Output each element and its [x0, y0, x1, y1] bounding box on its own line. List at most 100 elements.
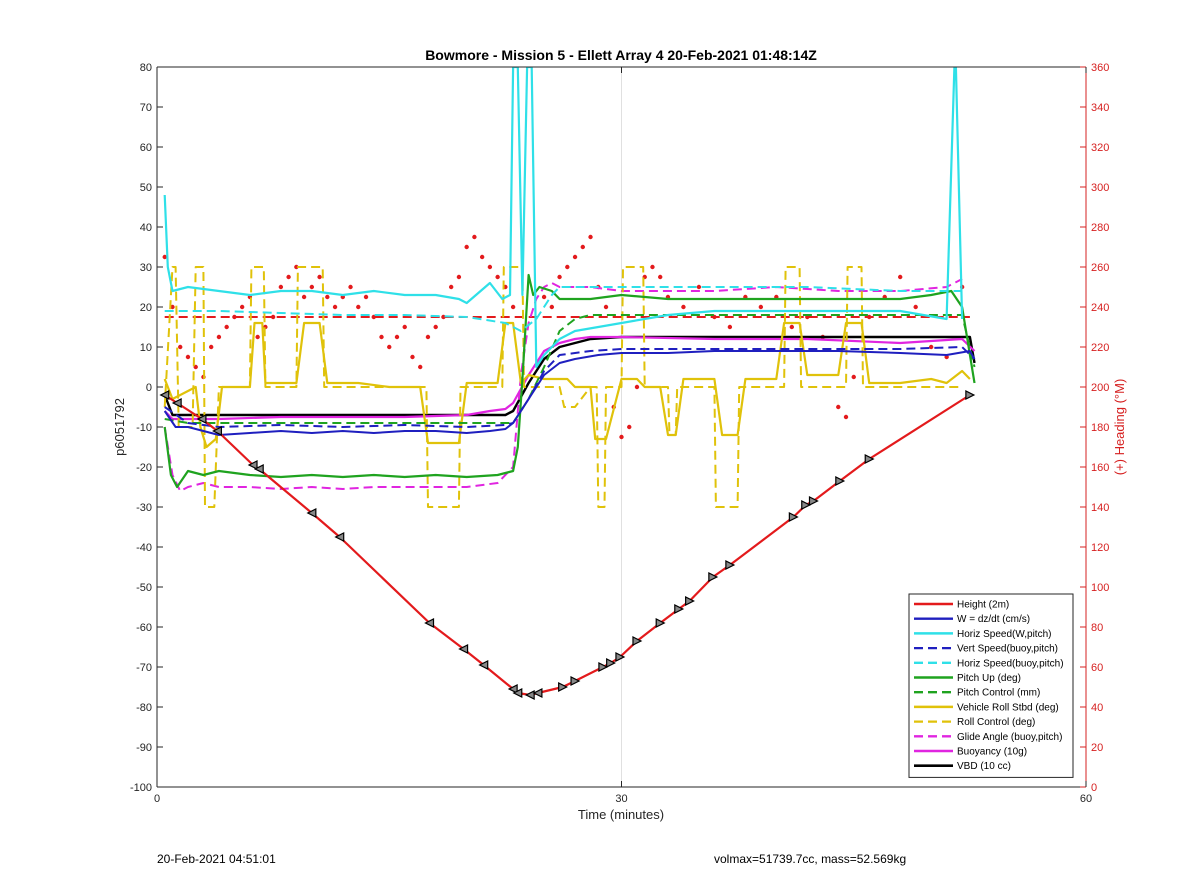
- height-marker: [965, 390, 976, 400]
- height-marker: [708, 572, 719, 582]
- heading-point: [387, 344, 392, 350]
- y-right-tick-label: 320: [1091, 142, 1109, 154]
- legend-box: [908, 593, 1074, 778]
- heading-point: [565, 264, 570, 270]
- heading-point: [681, 304, 686, 310]
- heading-point: [727, 324, 733, 330]
- y-axis-label: p6051792: [112, 398, 127, 456]
- heading-point: [510, 304, 516, 310]
- height-marker: [835, 476, 846, 486]
- heading-point: [317, 274, 322, 280]
- heading-point: [239, 304, 245, 310]
- y-tick-label: -60: [136, 622, 152, 634]
- height-marker: [801, 500, 812, 510]
- heading-point: [348, 284, 353, 290]
- y-right-tick-label: 20: [1091, 742, 1103, 754]
- heading-point: [410, 354, 415, 360]
- height-marker: [478, 660, 489, 670]
- height-marker: [424, 618, 435, 628]
- height-marker: [171, 398, 182, 408]
- heading-point: [627, 424, 632, 430]
- heading-point: [278, 284, 284, 290]
- y-tick-label: -80: [136, 702, 152, 714]
- height-marker: [532, 688, 543, 698]
- heading-point: [588, 234, 593, 240]
- y-tick-label: 20: [140, 302, 152, 314]
- y-right-tick-label: 100: [1091, 582, 1109, 594]
- y-tick-label: 70: [140, 102, 152, 114]
- y-tick-label: -30: [136, 502, 152, 514]
- height-marker: [458, 644, 469, 654]
- legend-label: Buoyancy (10g): [957, 747, 1027, 758]
- y-right-tick-label: 180: [1091, 422, 1109, 434]
- heading-point: [433, 324, 438, 330]
- legend-label: Horiz Speed(W,pitch): [957, 629, 1051, 640]
- y-right-tick-label: 240: [1091, 302, 1109, 314]
- heading-point: [170, 304, 175, 310]
- x-tick-label: 60: [1080, 793, 1092, 805]
- x-tick-label: 0: [154, 793, 160, 805]
- y-tick-label: 40: [140, 222, 152, 234]
- heading-point: [162, 254, 167, 260]
- height-marker: [655, 618, 666, 628]
- heading-point: [619, 434, 624, 440]
- height-marker: [212, 426, 222, 436]
- y-right-tick-label: 160: [1091, 462, 1109, 474]
- y-right-tick-label: 120: [1091, 542, 1109, 554]
- heading-point: [363, 294, 369, 300]
- heading-point: [286, 274, 291, 280]
- height-marker: [685, 596, 695, 606]
- heading-point: [836, 404, 841, 410]
- series-horiz-speed-buoy-pitch-: [164, 286, 963, 332]
- y-right-tick-label: 220: [1091, 342, 1109, 354]
- height-marker: [788, 512, 799, 522]
- heading-point: [843, 414, 849, 420]
- height-marker: [632, 636, 643, 646]
- y-tick-label: -70: [136, 662, 152, 674]
- heading-point: [232, 314, 237, 320]
- heading-point: [487, 264, 493, 270]
- height-marker: [808, 496, 819, 506]
- y-tick-label: 50: [140, 182, 152, 194]
- heading-point: [928, 344, 934, 350]
- legend-label: Vehicle Roll Stbd (deg): [957, 702, 1059, 713]
- height-marker: [512, 688, 523, 698]
- y-tick-label: 80: [140, 62, 152, 74]
- height-marker: [306, 508, 317, 518]
- heading-point: [658, 274, 663, 280]
- y-right-tick-label: 260: [1091, 262, 1109, 274]
- heading-point: [541, 294, 547, 300]
- heading-point: [898, 274, 903, 280]
- y-axis-right-label: (+) Heading (°M): [1112, 379, 1127, 476]
- heading-point: [913, 304, 918, 310]
- heading-point: [356, 304, 361, 310]
- y-tick-label: -10: [136, 422, 152, 434]
- legend-label: Height (2m): [957, 600, 1009, 611]
- series-roll-control-deg-: [163, 266, 963, 508]
- heading-point: [332, 304, 338, 310]
- y-right-tick-label: 140: [1091, 502, 1109, 514]
- heading-point: [603, 304, 609, 310]
- heading-point: [418, 364, 423, 370]
- height-marker: [558, 682, 569, 692]
- heading-point: [456, 274, 462, 280]
- legend-label: Vert Speed(buoy,pitch): [957, 644, 1058, 655]
- heading-point: [301, 294, 307, 300]
- y-right-tick-label: 360: [1091, 62, 1109, 74]
- y-tick-label: -100: [130, 782, 152, 794]
- heading-point: [394, 334, 400, 340]
- heading-point: [580, 244, 585, 250]
- series-horiz-speed-w-pitch-: [163, 67, 964, 369]
- height-marker: [334, 532, 345, 542]
- x-axis-label: Time (minutes): [578, 807, 664, 822]
- chart-title: Bowmore - Mission 5 - Ellett Array 4 20-…: [425, 47, 817, 63]
- y-right-tick-label: 200: [1091, 382, 1109, 394]
- heading-point: [448, 284, 454, 290]
- series-vehicle-roll-stbd-deg-: [163, 321, 971, 449]
- y-tick-label: 0: [146, 382, 152, 394]
- heading-point: [325, 294, 330, 300]
- footer-timestamp: 20-Feb-2021 04:51:01: [157, 852, 276, 866]
- heading-point: [634, 384, 640, 390]
- heading-point: [379, 334, 384, 340]
- footer-vehicle-info: volmax=51739.7cc, mass=52.569kg: [714, 852, 907, 866]
